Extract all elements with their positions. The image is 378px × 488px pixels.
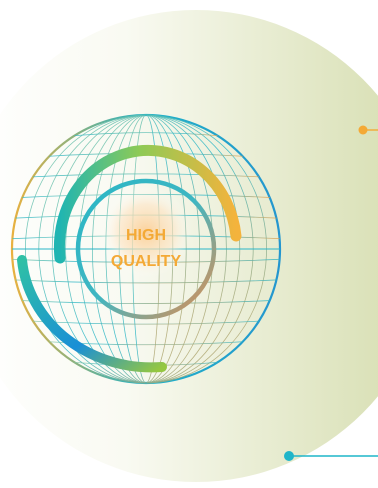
- center-glow: [100, 186, 192, 278]
- connector-top: [358, 125, 378, 135]
- blue-dot-icon: [284, 451, 294, 461]
- badge-line-1: HIGH: [126, 227, 166, 244]
- globe-parallel: [74, 132, 218, 137]
- globe-parallel: [15, 279, 277, 284]
- bottom-arc: [17, 255, 167, 373]
- top-arc: [53, 144, 242, 264]
- connector-bottom: [284, 451, 378, 461]
- globe-parallel: [22, 300, 270, 304]
- orange-dot-icon: [358, 125, 368, 135]
- globe-parallel: [33, 320, 259, 325]
- inner-ring: [75, 178, 217, 320]
- badge-line-2: QUALITY: [111, 253, 182, 270]
- globe-parallel: [33, 173, 259, 178]
